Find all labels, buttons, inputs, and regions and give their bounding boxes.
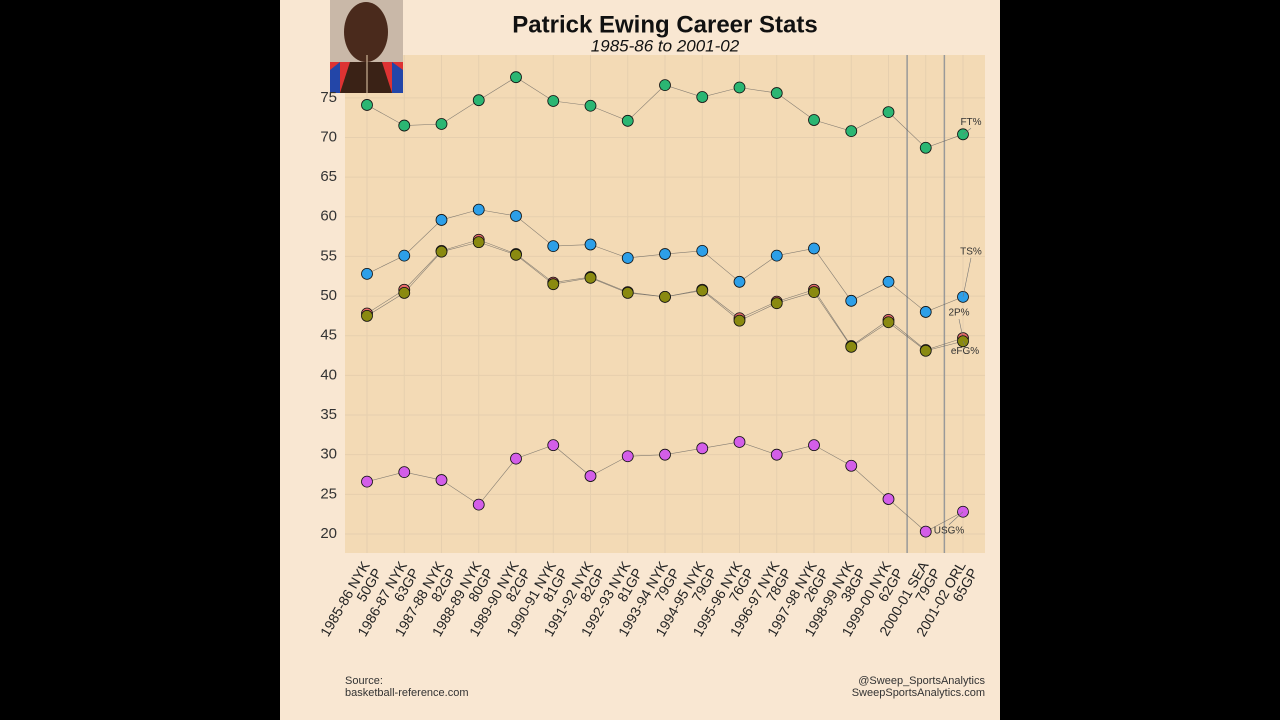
y-tick-label: 25	[320, 485, 337, 502]
point	[435, 245, 448, 258]
point	[919, 525, 932, 538]
point	[472, 203, 485, 216]
point	[770, 249, 783, 262]
point	[659, 290, 671, 303]
point	[584, 470, 597, 482]
point	[472, 236, 485, 249]
point	[510, 248, 522, 261]
series-label: 2P%	[948, 308, 969, 319]
point	[733, 436, 746, 448]
point	[398, 119, 411, 132]
y-tick-label: 55	[320, 247, 337, 264]
point	[733, 81, 746, 94]
y-tick-label: 60	[320, 208, 337, 225]
y-tick-label: 20	[320, 525, 337, 542]
point	[770, 87, 783, 99]
point	[435, 474, 448, 486]
point	[845, 340, 858, 353]
series-label: FT%	[960, 117, 981, 128]
point	[882, 316, 895, 329]
point	[547, 240, 560, 253]
label-leader	[962, 341, 966, 346]
point	[733, 314, 746, 327]
series-label: TS%	[960, 247, 982, 258]
point	[659, 79, 671, 92]
point	[621, 114, 634, 127]
point	[733, 275, 746, 288]
point	[621, 450, 634, 463]
point	[398, 286, 411, 299]
point	[361, 267, 373, 280]
point	[510, 452, 522, 465]
point	[919, 306, 932, 318]
point	[435, 214, 448, 226]
point	[808, 242, 820, 255]
label-leader	[962, 128, 972, 135]
y-tick-label: 40	[320, 366, 337, 383]
label-leader	[962, 257, 972, 297]
point	[584, 238, 597, 251]
point	[584, 271, 597, 284]
point	[621, 252, 634, 264]
chart-subtitle: 1985-86 to 2001-02	[591, 36, 740, 55]
y-tick-label: 70	[320, 128, 337, 145]
point	[547, 439, 560, 452]
credit-handle: @Sweep_SportsAnalytics	[858, 675, 985, 687]
point	[435, 118, 448, 130]
point	[770, 448, 783, 461]
point	[882, 493, 895, 505]
series-label: USG%	[934, 525, 965, 536]
point	[398, 249, 411, 262]
point	[845, 294, 858, 307]
point	[696, 244, 709, 257]
point	[659, 248, 671, 260]
point	[808, 439, 820, 452]
point	[547, 95, 560, 107]
point	[547, 278, 560, 291]
y-tick-label: 30	[320, 446, 337, 463]
source: basketball-reference.com	[345, 687, 469, 699]
point	[361, 309, 373, 322]
point	[398, 466, 411, 479]
chart-title: Patrick Ewing Career Stats	[512, 11, 817, 38]
point	[510, 71, 522, 84]
point	[510, 210, 522, 222]
credit-site: SweepSportsAnalytics.com	[852, 687, 985, 699]
point	[621, 286, 634, 299]
point	[472, 94, 485, 107]
y-tick-label: 50	[320, 287, 337, 304]
source-label: Source:	[345, 675, 383, 687]
point	[472, 498, 485, 511]
y-tick-label: 75	[320, 89, 337, 106]
point	[696, 91, 709, 103]
point	[584, 99, 597, 112]
point	[361, 99, 373, 111]
point	[808, 286, 820, 299]
y-tick-label: 45	[320, 327, 337, 344]
label-leader	[948, 511, 964, 525]
point	[919, 141, 932, 154]
point	[808, 114, 820, 126]
point	[882, 106, 895, 118]
label-leader	[958, 319, 964, 339]
point	[696, 284, 709, 297]
point	[770, 297, 783, 310]
y-tick-label: 35	[320, 406, 337, 423]
point	[696, 442, 709, 455]
point	[882, 275, 895, 288]
point	[845, 459, 858, 472]
point	[361, 475, 373, 488]
series-label: eFG%	[951, 346, 979, 357]
y-tick-label: 65	[320, 168, 337, 185]
point	[919, 344, 932, 357]
point	[659, 448, 671, 461]
point	[845, 125, 858, 138]
